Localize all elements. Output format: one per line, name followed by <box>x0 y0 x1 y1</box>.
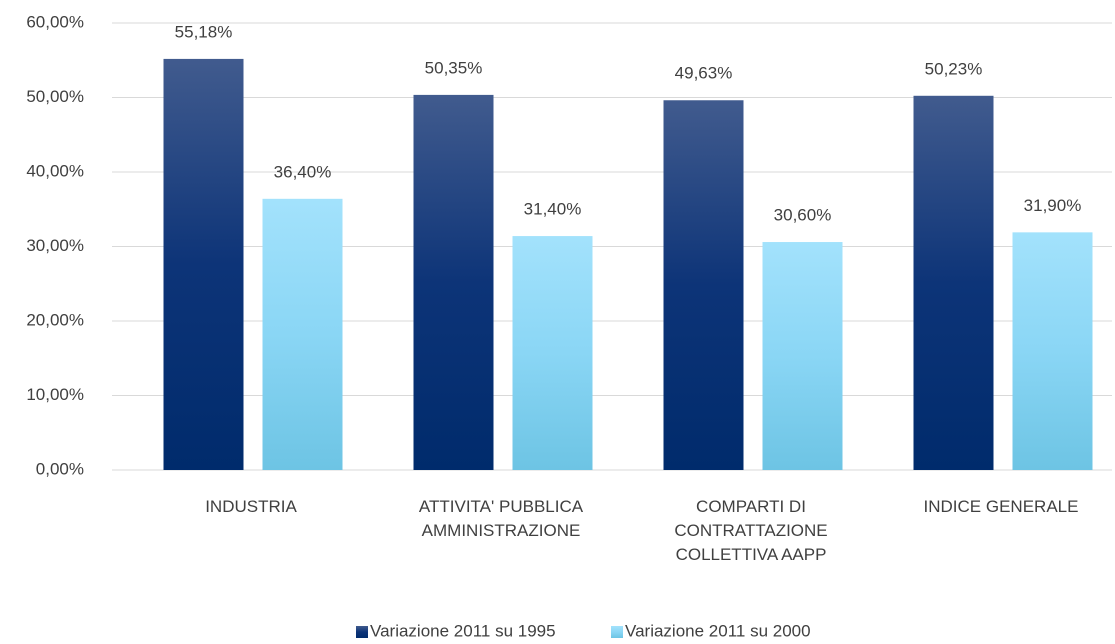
legend-label: Variazione 2011 su 2000 <box>625 621 811 640</box>
x-tick-label: INDUSTRIA <box>205 497 297 516</box>
bar <box>1012 232 1093 470</box>
bar <box>913 95 994 470</box>
bar <box>413 94 494 470</box>
value-label: 49,63% <box>675 64 733 83</box>
bar <box>262 198 343 470</box>
value-label: 31,90% <box>1024 196 1082 215</box>
bar <box>512 236 593 470</box>
value-label: 50,35% <box>425 58 483 77</box>
legend-label: Variazione 2011 su 1995 <box>370 621 556 640</box>
value-label: 50,23% <box>925 59 983 78</box>
legend-swatch <box>611 626 623 638</box>
value-label: 55,18% <box>175 22 233 41</box>
x-tick-label: INDICE GENERALE <box>924 497 1079 516</box>
value-label: 31,40% <box>524 200 582 219</box>
x-tick-label: COMPARTI DI CONTRATTAZIONE COLLETTIVA AAPP <box>674 497 827 564</box>
y-tick-label: 30,00% <box>26 236 84 255</box>
y-tick-label: 10,00% <box>26 385 84 404</box>
bar <box>163 58 244 471</box>
value-label: 36,40% <box>274 162 332 181</box>
y-tick-label: 20,00% <box>26 310 84 329</box>
y-tick-label: 60,00% <box>26 12 84 31</box>
y-tick-label: 40,00% <box>26 161 84 180</box>
bar <box>762 242 843 470</box>
bar <box>663 100 744 470</box>
y-tick-label: 0,00% <box>36 459 84 478</box>
value-label: 30,60% <box>774 206 832 225</box>
y-tick-label: 50,00% <box>26 87 84 106</box>
legend-swatch <box>356 626 368 638</box>
x-tick-label: ATTIVITA' PUBBLICA AMMINISTRAZIONE <box>419 497 584 540</box>
